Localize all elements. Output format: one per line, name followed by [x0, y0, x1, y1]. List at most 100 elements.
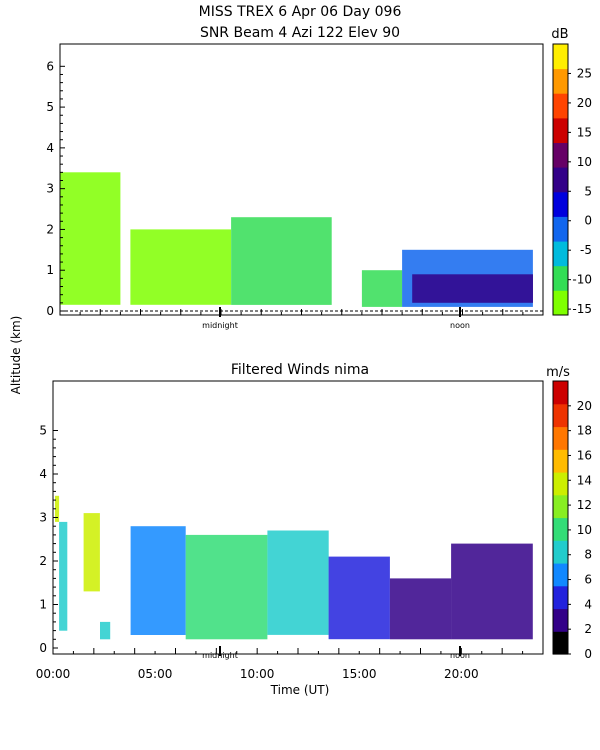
colorbar-tick-label: 18 — [577, 424, 592, 438]
data-region — [59, 521, 68, 631]
colorbar-tick-label: 2 — [584, 622, 592, 636]
colorbar-tick-label: 12 — [577, 498, 592, 512]
colorbar-swatch — [553, 93, 568, 119]
y-tick-label: 1 — [46, 263, 54, 277]
colorbar-tick-label: -10 — [572, 273, 592, 287]
colorbar-swatch — [553, 449, 568, 473]
colorbar-tick-label: -5 — [580, 243, 592, 257]
y-tick-label: 5 — [39, 424, 47, 438]
snr-title: SNR Beam 4 Azi 122 Elev 90 — [200, 25, 400, 41]
data-region — [389, 578, 452, 640]
data-region — [412, 274, 533, 303]
snr-colorbar: 25 20 15 10 5 0 -5 -10 -15 — [552, 43, 592, 316]
colorbar-swatch — [553, 494, 568, 519]
wind-x-axis: 00:00 05:00 10:00 15:00 20:00 — [36, 646, 544, 681]
colorbar-tick-label: 6 — [584, 573, 592, 587]
colorbar-tick-label: -15 — [572, 302, 592, 316]
y-tick-label: 0 — [39, 641, 47, 655]
colorbar-frame — [552, 380, 569, 655]
data-region — [130, 526, 186, 635]
wind-marker-midnight: midnight — [202, 651, 238, 660]
wind-y-axis: 0 1 2 3 4 5 — [39, 424, 58, 655]
colorbar-swatch — [553, 426, 568, 450]
colorbar-swatch — [553, 265, 568, 291]
data-region — [100, 621, 111, 640]
colorbar-tick-label: 0 — [584, 214, 592, 228]
y-tick-label: 2 — [39, 554, 47, 568]
y-tick-label: 3 — [46, 182, 54, 196]
colorbar-tick-label: 15 — [577, 125, 592, 139]
colorbar-tick-label: 4 — [584, 597, 592, 611]
y-tick-label: 3 — [39, 511, 47, 525]
colorbar-tick-label: 10 — [577, 523, 592, 537]
snr-marker-midnight: midnight — [202, 321, 238, 330]
colorbar-swatch — [553, 191, 568, 217]
colorbar-tick-label: 8 — [584, 548, 592, 562]
data-region — [185, 534, 268, 640]
snr-data-layer — [60, 172, 533, 307]
colorbar-swatch — [553, 631, 568, 655]
snr-panel: SNR Beam 4 Azi 122 Elev 90 0 1 2 3 4 5 6 midni… — [46, 25, 592, 330]
x-tick-label: 10:00 — [240, 667, 275, 681]
colorbar-tick-label: 14 — [577, 473, 592, 487]
y-axis-label: Altitude (km) — [9, 316, 23, 395]
colorbar-swatch — [553, 68, 568, 94]
colorbar-tick-label: 10 — [577, 155, 592, 169]
colorbar-swatch — [553, 540, 568, 564]
colorbar-tick-label: 20 — [577, 399, 592, 413]
y-tick-label: 4 — [46, 141, 54, 155]
y-tick-label: 5 — [46, 100, 54, 114]
data-region — [83, 513, 100, 592]
colorbar-swatch — [553, 608, 568, 632]
colorbar-swatch — [553, 472, 568, 496]
colorbar-frame — [552, 43, 569, 316]
colorbar-swatch — [553, 216, 568, 242]
snr-colorbar-unit: dB — [551, 27, 568, 42]
colorbar-tick-label: 16 — [577, 448, 592, 462]
wind-colorbar-unit: m/s — [546, 365, 570, 380]
colorbar-tick-label: 5 — [584, 184, 592, 198]
colorbar-tick-label: 25 — [577, 66, 592, 80]
colorbar-swatch — [553, 403, 568, 428]
y-tick-label: 6 — [46, 59, 54, 73]
x-tick-label: 20:00 — [444, 667, 479, 681]
data-region — [361, 270, 403, 307]
wind-title: Filtered Winds nima — [231, 362, 369, 378]
x-tick-label: 00:00 — [36, 667, 71, 681]
colorbar-swatch — [553, 167, 568, 193]
data-region — [267, 530, 329, 635]
x-axis-label: Time (UT) — [270, 683, 330, 697]
y-tick-label: 0 — [46, 304, 54, 318]
colorbar-swatch — [553, 585, 568, 610]
wind-marker-noon: noon — [450, 651, 470, 660]
wind-data-layer — [55, 495, 533, 640]
snr-marker-noon: noon — [450, 321, 470, 330]
figure-title: MISS TREX 6 Apr 06 Day 096 — [199, 4, 402, 20]
y-tick-label: 2 — [46, 222, 54, 236]
data-region — [60, 172, 121, 305]
data-region — [130, 229, 231, 305]
colorbar-swatch — [553, 290, 568, 316]
data-region — [55, 495, 60, 522]
y-tick-label: 1 — [39, 598, 47, 612]
colorbar-swatch — [553, 563, 568, 587]
colorbar-swatch — [553, 117, 568, 143]
data-region — [328, 556, 390, 640]
x-tick-label: 15:00 — [342, 667, 377, 681]
data-region — [231, 217, 332, 305]
colorbar-swatch — [553, 241, 568, 267]
colorbar-swatch — [553, 381, 568, 405]
x-tick-label: 05:00 — [138, 667, 173, 681]
colorbar-tick-label: 20 — [577, 96, 592, 110]
colorbar-swatch — [553, 517, 568, 541]
colorbar-swatch — [553, 142, 568, 168]
y-tick-label: 4 — [39, 467, 47, 481]
data-region — [451, 543, 533, 640]
colorbar-tick-label: 0 — [584, 647, 592, 661]
snr-x-axis — [59, 307, 544, 317]
colorbar-swatch — [553, 44, 568, 70]
snr-y-axis: 0 1 2 3 4 5 6 — [46, 59, 65, 318]
